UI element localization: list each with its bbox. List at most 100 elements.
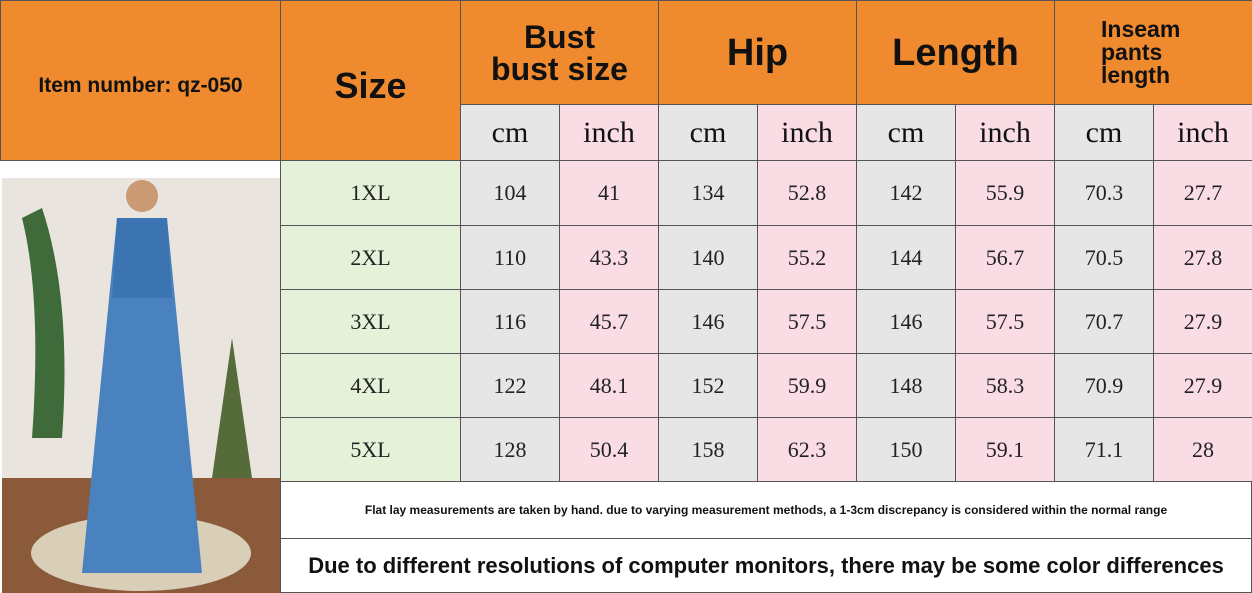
column-title: pants (1101, 39, 1163, 65)
value-cell: 27.9 (1153, 353, 1252, 418)
value-cell: 50.4 (559, 417, 659, 482)
note-cell: Due to different resolutions of computer… (280, 538, 1252, 593)
value-cell: 134 (658, 160, 758, 226)
column-title: Length (892, 31, 1019, 74)
value-cell: 110 (460, 225, 560, 290)
measurement: 45.7 (589, 308, 629, 334)
note: Flat lay measurements are taken by hand.… (364, 502, 1168, 517)
unit-label: cm (887, 115, 925, 149)
size-label: 2XL (350, 244, 391, 270)
value-cell: 57.5 (955, 289, 1055, 354)
value-cell: 62.3 (757, 417, 857, 482)
unit-label: cm (1085, 115, 1123, 149)
value-cell: 122 (460, 353, 560, 418)
measurement: 57.5 (787, 308, 827, 334)
value-cell: 27.9 (1153, 289, 1252, 354)
size-cell: 3XL (280, 289, 461, 354)
measurement: 62.3 (787, 436, 827, 462)
measurement: 57.5 (985, 308, 1025, 334)
size-cell: 4XL (280, 353, 461, 418)
measurement: 128 (493, 436, 527, 462)
measurement: 116 (493, 308, 527, 334)
measurement: 71.1 (1084, 436, 1124, 462)
value-cell: 146 (856, 289, 956, 354)
unit-label: inch (1177, 115, 1229, 149)
value-cell: 144 (856, 225, 956, 290)
size-cell: 2XL (280, 225, 461, 290)
unit-label: inch (979, 115, 1031, 149)
unit-label: cm (689, 115, 727, 149)
measurement: 59.1 (985, 436, 1025, 462)
value-cell: 104 (460, 160, 560, 226)
value-cell: 27.8 (1153, 225, 1252, 290)
item-cell: Item number: qz-050 (0, 0, 281, 161)
value-cell: 142 (856, 160, 956, 226)
value-cell: 43.3 (559, 225, 659, 290)
measurement: 146 (691, 308, 725, 334)
value-cell: 45.7 (559, 289, 659, 354)
column-header: Hip (658, 0, 857, 105)
measurement: 140 (691, 244, 725, 270)
measurement: 50.4 (589, 436, 629, 462)
value-cell: 55.9 (955, 160, 1055, 226)
measurement: 104 (493, 180, 527, 205)
measurement: 27.9 (1183, 372, 1223, 398)
value-cell: 140 (658, 225, 758, 290)
photo-cell (0, 160, 281, 593)
column-title: bust size (491, 50, 628, 87)
measurement: 146 (889, 308, 923, 334)
measurement: 52.8 (787, 180, 827, 205)
column-title: Bust (523, 18, 596, 55)
measurement: 148 (889, 372, 923, 398)
measurement: 27.9 (1183, 308, 1223, 334)
measurement: 134 (691, 180, 725, 205)
value-cell: 70.9 (1054, 353, 1154, 418)
value-cell: 56.7 (955, 225, 1055, 290)
measurement: 70.9 (1084, 372, 1124, 398)
value-cell: 48.1 (559, 353, 659, 418)
value-cell: 58.3 (955, 353, 1055, 418)
size-header-cell: Size (280, 0, 461, 161)
size-cell: 5XL (280, 417, 461, 482)
measurement: 158 (691, 436, 725, 462)
measurement: 59.9 (787, 372, 827, 398)
measurement: 144 (889, 244, 923, 270)
unit-label: inch (583, 115, 635, 149)
value-cell: 146 (658, 289, 758, 354)
measurement: 70.5 (1084, 244, 1124, 270)
value-cell: 71.1 (1054, 417, 1154, 482)
unit-label: cm (491, 115, 529, 149)
measurement: 150 (889, 436, 923, 462)
value-cell: 59.1 (955, 417, 1055, 482)
unit-header: inch (757, 104, 857, 161)
value-cell: 148 (856, 353, 956, 418)
note-cell: Flat lay measurements are taken by hand.… (280, 480, 1252, 539)
column-title: Hip (726, 31, 789, 74)
value-cell: 27.7 (1153, 160, 1252, 226)
value-cell: 152 (658, 353, 758, 418)
unit-header: cm (1054, 104, 1154, 161)
unit-header: cm (658, 104, 758, 161)
unit-label: inch (781, 115, 833, 149)
measurement: 110 (493, 244, 527, 270)
unit-header: inch (559, 104, 659, 161)
column-header: Inseam pants length (1054, 0, 1252, 105)
measurement: 122 (493, 372, 527, 398)
value-cell: 41 (559, 160, 659, 226)
value-cell: 116 (460, 289, 560, 354)
measurement: 152 (691, 372, 725, 398)
measurement: 70.7 (1084, 308, 1124, 334)
measurement: 41 (598, 180, 620, 205)
value-cell: 55.2 (757, 225, 857, 290)
size-label: 4XL (350, 372, 391, 398)
unit-header: inch (1153, 104, 1252, 161)
unit-header: inch (955, 104, 1055, 161)
size-label: 1XL (350, 180, 391, 205)
item-number: Item number: qz-050 (38, 73, 243, 97)
value-cell: 70.3 (1054, 160, 1154, 226)
measurement: 55.2 (787, 244, 827, 270)
measurement: 142 (889, 180, 923, 205)
measurement: 56.7 (985, 244, 1025, 270)
measurement: 55.9 (985, 180, 1025, 205)
